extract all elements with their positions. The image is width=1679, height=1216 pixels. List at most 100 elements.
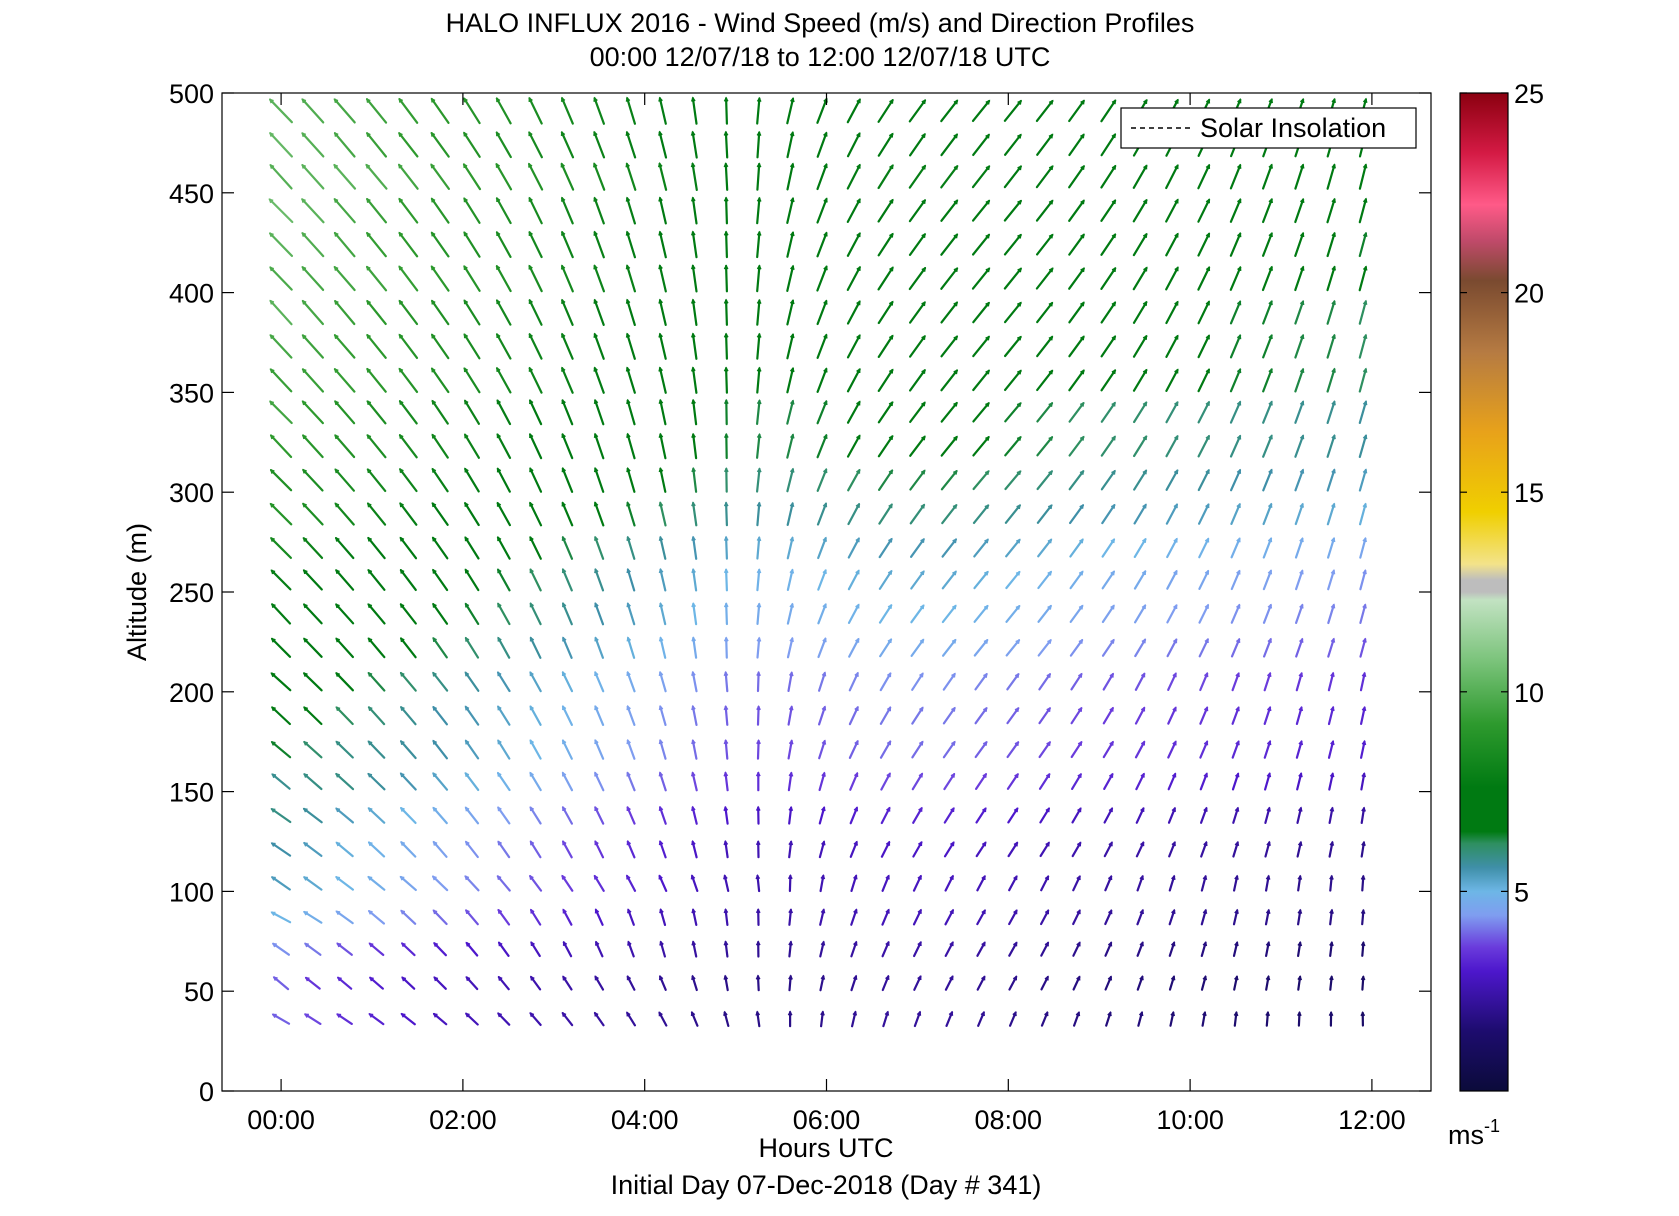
- wind-arrow: [1008, 975, 1018, 991]
- wind-arrow: [877, 435, 894, 458]
- wind-arrow-head: [1236, 434, 1242, 440]
- wind-arrow: [1003, 267, 1022, 290]
- wind-arrow: [1168, 841, 1176, 858]
- wind-arrow: [724, 131, 729, 159]
- wind-arrow: [1230, 503, 1241, 526]
- wind-arrow-head: [593, 298, 598, 304]
- wind-arrow-head: [822, 536, 827, 542]
- wind-arrow: [366, 334, 387, 359]
- wind-arrow: [301, 368, 324, 393]
- wind-arrow: [1133, 538, 1147, 559]
- wind-arrow-head: [496, 399, 501, 405]
- wind-arrow: [972, 133, 990, 156]
- wind-arrow-head: [820, 940, 826, 946]
- wind-arrow: [398, 198, 419, 224]
- wind-arrow: [431, 333, 450, 360]
- wind-arrow-head: [528, 131, 533, 137]
- wind-arrow: [463, 131, 481, 158]
- wind-arrow-head: [1299, 333, 1305, 340]
- wind-arrow: [1326, 198, 1336, 224]
- wind-arrow-head: [823, 265, 828, 271]
- wind-arrow-head: [690, 162, 696, 168]
- wind-arrow: [626, 568, 636, 592]
- wind-arrow-head: [334, 502, 340, 508]
- wind-arrow: [269, 400, 293, 425]
- wind-arrow: [658, 162, 668, 191]
- wind-arrow-head: [1111, 164, 1117, 170]
- wind-arrow-head: [464, 671, 470, 677]
- wind-arrow-head: [269, 368, 275, 374]
- wind-arrow: [464, 467, 480, 493]
- wind-arrow-head: [301, 163, 307, 169]
- wind-arrow-head: [885, 940, 890, 946]
- wind-arrow: [881, 908, 890, 926]
- wind-arrow-head: [1080, 267, 1085, 273]
- wind-arrow: [1070, 741, 1083, 759]
- wind-arrow-head: [562, 840, 567, 846]
- wind-arrow: [880, 841, 891, 858]
- wind-arrow: [1294, 603, 1304, 625]
- wind-arrow-head: [756, 636, 762, 642]
- wind-arrow: [303, 706, 323, 726]
- wind-arrow: [1294, 434, 1305, 458]
- wind-arrow: [817, 537, 827, 560]
- wind-arrow: [941, 604, 957, 624]
- wind-arrow: [1039, 807, 1051, 824]
- wind-arrow-head: [1266, 740, 1272, 746]
- wind-arrow: [334, 434, 356, 459]
- wind-arrow: [1262, 503, 1273, 526]
- wind-arrow-head: [788, 671, 794, 677]
- wind-arrow: [816, 265, 828, 292]
- wind-arrow: [877, 368, 894, 392]
- wind-arrow-head: [854, 705, 859, 711]
- wind-arrow-head: [1235, 740, 1240, 746]
- wind-arrow-head: [1299, 468, 1305, 474]
- wind-arrow: [1326, 537, 1336, 559]
- wind-arrow-head: [1362, 468, 1368, 474]
- wind-arrow: [367, 536, 386, 560]
- wind-arrow: [724, 502, 729, 527]
- wind-arrow: [692, 536, 698, 560]
- wind-arrow: [1296, 841, 1302, 858]
- wind-arrow: [1040, 1011, 1049, 1027]
- wind-arrow: [432, 637, 448, 659]
- wind-arrow-head: [1108, 772, 1114, 778]
- chart-subtitle: 00:00 12/07/18 to 12:00 12/07/18 UTC: [590, 42, 1051, 72]
- wind-arrow-head: [985, 233, 990, 239]
- wind-arrow-head: [367, 502, 372, 508]
- wind-arrow: [1135, 772, 1145, 791]
- wind-arrow: [269, 232, 293, 257]
- wind-arrow: [1358, 266, 1368, 292]
- wind-arrow-head: [886, 806, 891, 812]
- wind-arrow-head: [984, 538, 989, 544]
- y-tick-label: 200: [169, 678, 214, 708]
- wind-arrow-head: [335, 740, 341, 746]
- wind-arrow-head: [303, 603, 308, 609]
- wind-arrow: [658, 231, 667, 259]
- wind-arrow: [594, 467, 605, 493]
- wind-arrow: [1003, 369, 1022, 391]
- wind-arrow: [561, 433, 574, 460]
- wind-arrow: [1135, 841, 1145, 858]
- wind-arrow: [367, 569, 386, 591]
- wind-arrow: [367, 502, 387, 526]
- wind-arrow-head: [529, 671, 534, 677]
- wind-arrow: [1036, 402, 1054, 423]
- wind-arrow-head: [626, 805, 631, 812]
- wind-arrow-head: [1328, 1011, 1334, 1017]
- wind-arrow-head: [496, 299, 501, 305]
- wind-arrow-head: [464, 467, 469, 473]
- wind-arrow-head: [301, 368, 307, 373]
- wind-arrow: [335, 569, 355, 591]
- wind-arrow: [1132, 435, 1148, 458]
- wind-arrow-head: [1236, 502, 1241, 508]
- wind-arrow-head: [529, 602, 534, 608]
- wind-arrow-head: [1142, 232, 1148, 238]
- wind-arrow-head: [303, 637, 308, 643]
- wind-arrow: [1358, 368, 1367, 393]
- wind-arrow: [1072, 909, 1081, 926]
- wind-arrow: [1101, 604, 1115, 624]
- wind-arrow: [881, 941, 890, 958]
- wind-arrow-head: [400, 942, 406, 948]
- wind-arrow: [879, 740, 892, 759]
